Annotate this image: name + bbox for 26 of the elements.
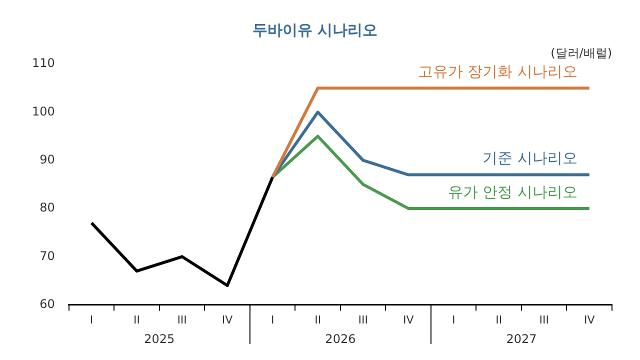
chart-title: 두바이유 시나리오 xyxy=(252,20,378,39)
y-tick-label: 90 xyxy=(40,152,55,166)
x-tick-label: IV xyxy=(584,313,596,326)
y-tick-label: 80 xyxy=(40,200,55,215)
series-label: 기준 시나리오 xyxy=(482,149,578,168)
x-tick-label: III xyxy=(358,313,368,326)
y-tick-label: 100 xyxy=(32,104,55,118)
x-tick-label: III xyxy=(177,313,187,326)
x-tick-label: IV xyxy=(222,313,234,326)
x-tick-label: II xyxy=(314,313,322,326)
text: 2027 xyxy=(506,332,537,346)
series-label: 고유가 장기화 시나리오 xyxy=(418,62,578,80)
y-tick-label: 110 xyxy=(32,56,55,70)
y-axis-title: (달러/배럴) xyxy=(550,46,612,60)
x-tick-label: I xyxy=(270,313,274,326)
x-tick-label: I xyxy=(90,313,94,326)
y-tick-label: 60 xyxy=(40,296,55,311)
y-tick-label: 70 xyxy=(40,248,55,263)
x-tick-label: I xyxy=(452,313,456,326)
x-tick-label: III xyxy=(539,313,549,326)
x-tick-label: IV xyxy=(402,313,414,326)
x-tick-label: II xyxy=(496,313,502,326)
series-label: 유가 안정 시나리오 xyxy=(448,182,578,201)
x-tick-label: II xyxy=(134,313,140,326)
text: 2025 xyxy=(144,332,175,346)
text: 2026 xyxy=(325,332,356,346)
